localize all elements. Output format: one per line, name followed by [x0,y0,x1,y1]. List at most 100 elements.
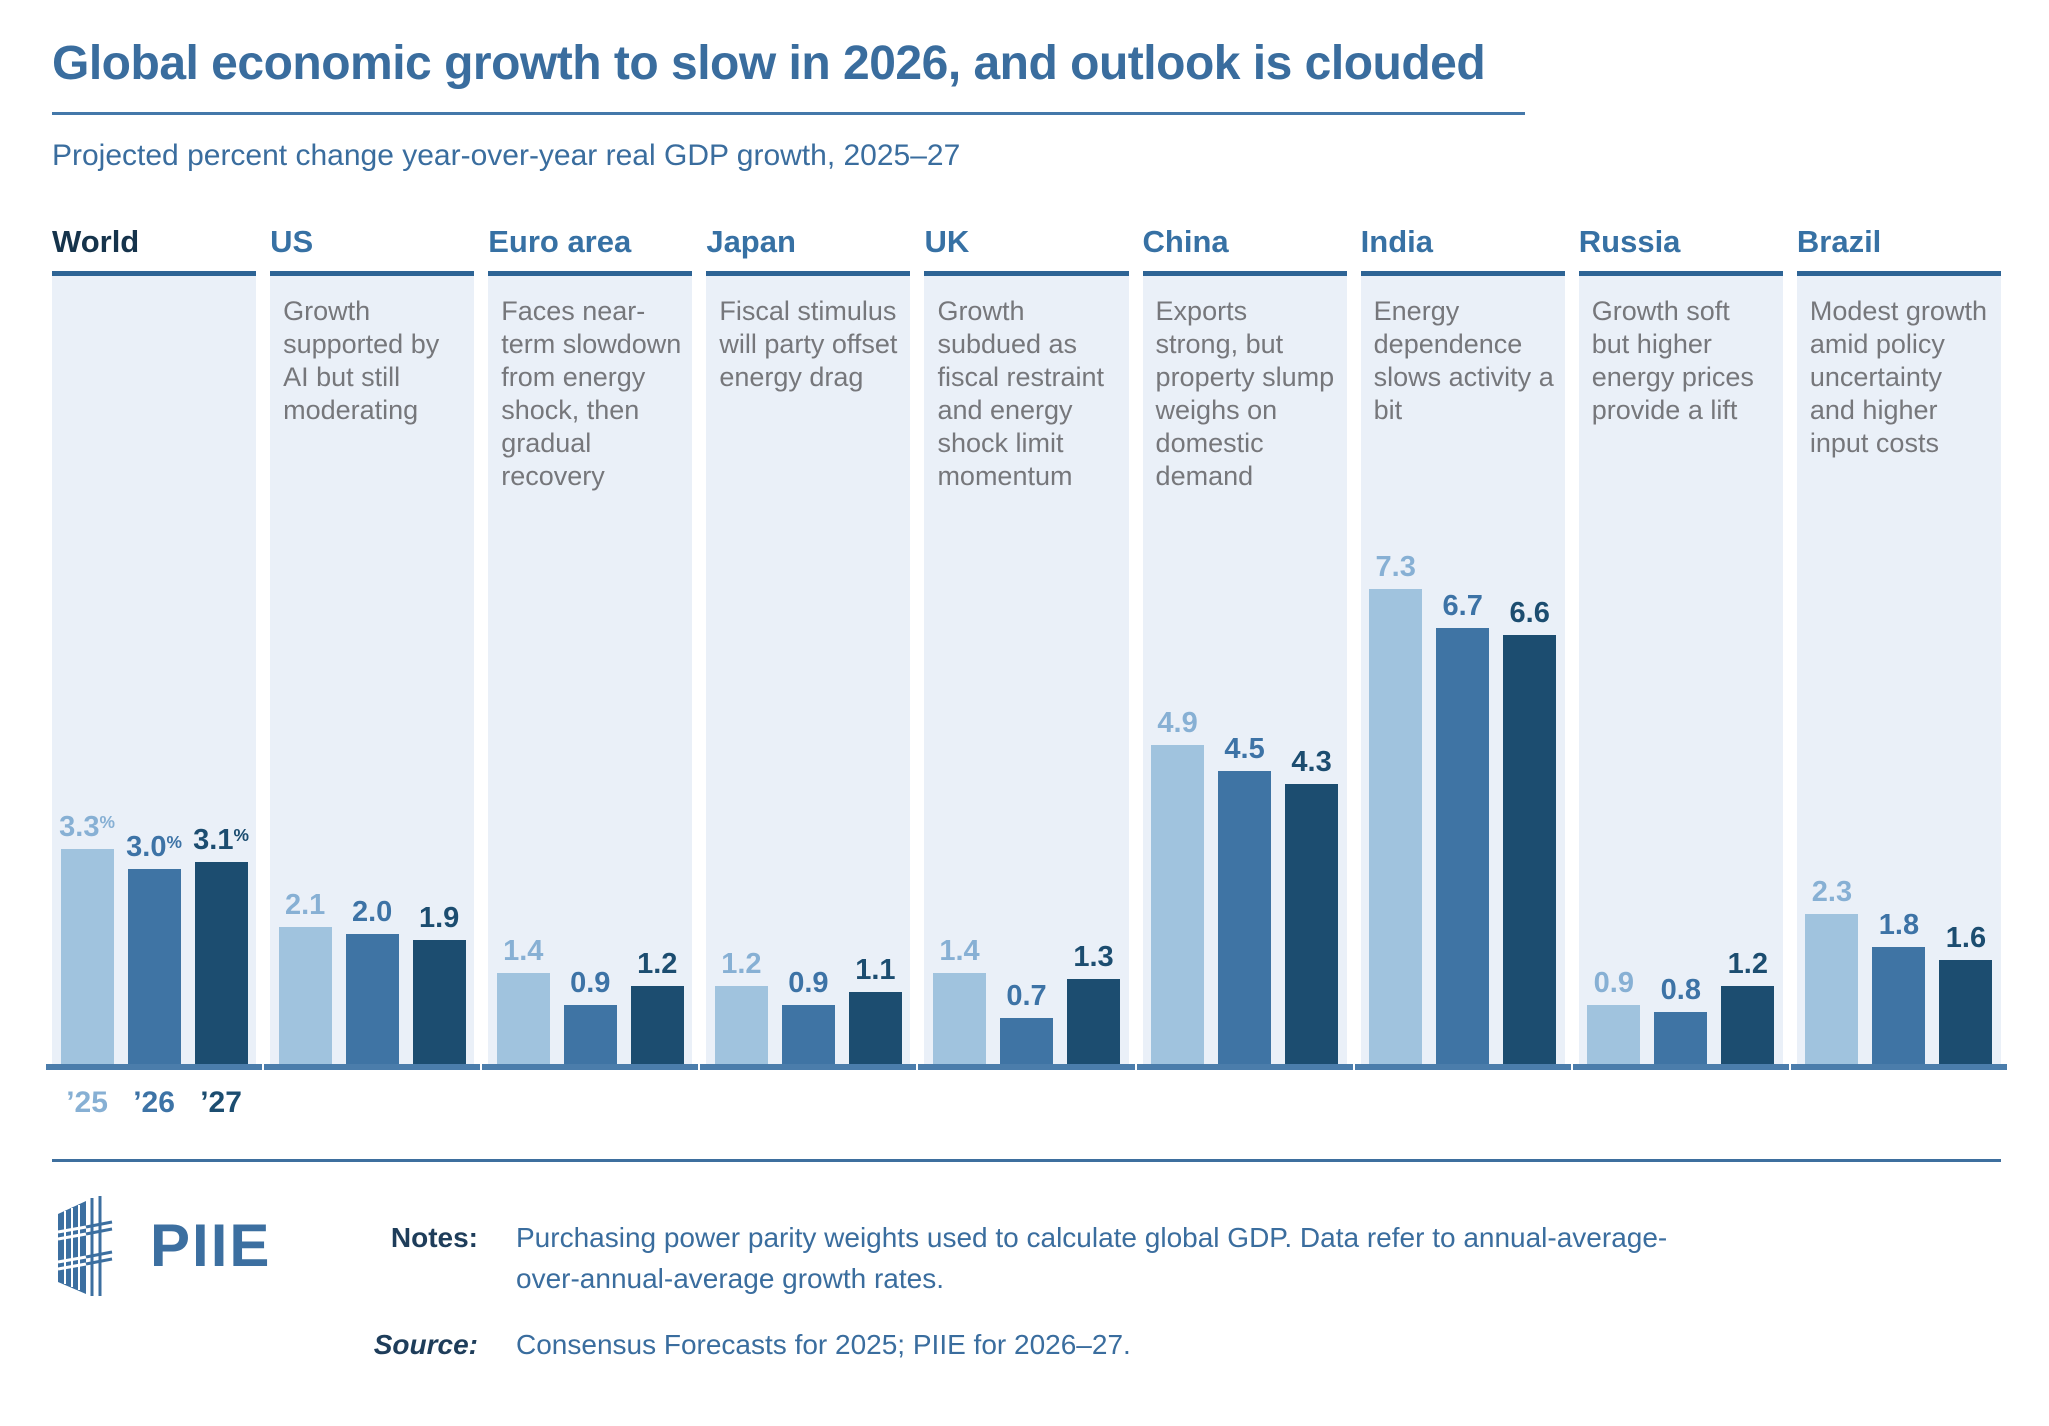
country-panel: Growth soft but higher energy prices pro… [1572,271,1789,1071]
country-panel: Growth subdued as fiscal restraint and e… [918,271,1135,1071]
country-note: Growth subdued as fiscal restraint and e… [937,296,1104,491]
bar-rect [999,1018,1053,1065]
source-label: Source: [373,1329,478,1361]
year-axis-labels: ’25 ’26 ’27 [52,1086,256,1120]
bar-value-label: 0.8 [1660,974,1701,1007]
bar-value-label: 7.3 [1375,551,1416,584]
country-name-uk: UK [924,224,970,260]
country-column: UK Growth subdued as fiscal restraint an… [918,224,1135,1071]
notes-text: Purchasing power parity weights used to … [516,1222,1668,1294]
country-name-euro-area: Euro area [488,224,632,260]
bar-2026: 0.7 [999,980,1053,1065]
country-panel: Growth supported by AI but still moderat… [264,271,481,1071]
country-panel: Modest growth amid policy uncertainty an… [1790,271,2007,1071]
bar-rect [345,934,399,1065]
bar-rect [1436,628,1490,1065]
country-panel: Faces near-term slowdown from energy sho… [482,271,699,1071]
bar-2026: 0.9 [563,967,617,1065]
bar-group: 1.2 0.9 1.1 [706,948,910,1065]
axis-line [46,1064,263,1071]
bar-value-label: 0.7 [1006,980,1047,1013]
bar-rect [714,986,768,1065]
bar-2026: 0.9 [781,969,835,1065]
bar-group: 4.9 4.5 4.3 [1143,709,1347,1065]
country-column: Japan Fiscal stimulus will party offset … [700,224,917,1071]
country-column: Brazil Modest growth amid policy uncerta… [1790,224,2007,1071]
bar-rect [1805,914,1859,1065]
bar-rect [1066,979,1120,1065]
source-text: Consensus Forecasts for 2025; PIIE for 2… [516,1329,1131,1361]
bar-rect [194,862,248,1065]
bar-group: 7.3 6.7 6.6 [1361,551,1565,1065]
country-panel: 3.3% 3.0% 3.1% ’25 ’26 ’27 [46,271,263,1119]
chart-columns: World 3.3% 3.0% 3.1% ’25 ’26 ’27 US Growth s… [46,224,2007,1119]
country-name-brazil: Brazil [1796,224,1882,260]
bar-value-label: 3.0% [126,831,182,864]
bar-rect [1151,745,1205,1065]
bar-2025: 1.4 [932,937,986,1065]
bar-value-label: 6.6 [1509,597,1550,630]
bar-2026: 3.0% [126,831,182,1065]
percent-sign: % [99,812,115,833]
bar-rect [781,1005,835,1065]
axis-line [700,1064,917,1071]
bar-rect [127,869,181,1065]
bar-2025: 1.2 [714,948,768,1065]
country-panel: Fiscal stimulus will party offset energy… [700,271,917,1071]
bar-2026: 1.8 [1872,911,1926,1065]
bar-group: 2.3 1.8 1.6 [1797,878,2001,1065]
country-note: Exports strong, but property slump weigh… [1155,296,1335,491]
bar-value-label: 4.3 [1291,746,1332,779]
axis-line [482,1064,699,1071]
bar-2026: 0.8 [1654,974,1708,1065]
bar-2026: 4.5 [1218,733,1272,1065]
bar-value-label: 4.5 [1224,733,1265,766]
source-row: Source: Consensus Forecasts for 2025; PI… [358,1325,1696,1366]
bar-2025: 3.3% [59,812,115,1065]
bar-value-label: 6.7 [1442,590,1483,623]
country-name-us: US [270,224,314,260]
bar-value-label: 0.9 [570,967,611,1000]
bar-group: 1.4 0.9 1.2 [488,935,692,1065]
bar-rect [630,986,684,1065]
bar-rect [496,973,550,1065]
bar-group: 3.3% 3.0% 3.1% [52,812,256,1065]
bar-rect [848,992,902,1065]
country-column: China Exports strong, but property slump… [1136,224,1353,1071]
year-label-2027: ’27 [200,1086,242,1120]
bar-rect [563,1005,617,1065]
bar-value-label: 1.6 [1945,922,1987,955]
bar-2025: 1.4 [496,935,550,1065]
country-panel: Energy dependence slows activity a bit 7… [1354,271,1571,1071]
infographic-page: Global economic growth to slow in 2026, … [46,37,2007,1366]
bar-2025: 4.9 [1151,709,1205,1065]
axis-line [1136,1064,1353,1071]
country-note: Energy dependence slows activity a bit [1373,296,1554,425]
bar-rect [1503,635,1557,1065]
country-note: Growth soft but higher energy prices pro… [1591,296,1754,425]
bar-2026: 2.0 [345,898,399,1065]
country-name-china: China [1142,224,1229,260]
country-note: Faces near-term slowdown from energy sho… [501,296,682,491]
bar-2027: 6.6 [1503,597,1557,1065]
country-name-world: World [52,224,140,260]
country-column: World 3.3% 3.0% 3.1% ’25 ’26 ’27 [46,224,263,1119]
bar-value-label: 1.2 [721,948,762,981]
bar-rect [1939,960,1993,1065]
bar-value-label: 3.1% [193,824,249,857]
bar-value-label: 1.2 [637,948,678,981]
bar-value-label: 1.4 [503,935,544,968]
year-label-2025: ’25 [66,1086,108,1120]
country-name-india: India [1360,224,1433,260]
percent-sign: % [166,832,182,853]
bar-rect [1721,986,1775,1065]
country-note: Growth supported by AI but still moderat… [283,296,440,425]
bar-rect [1285,784,1339,1065]
footer-notes-block: Notes: Purchasing power parity weights u… [358,1196,1696,1366]
year-label-2026: ’26 [133,1086,175,1120]
country-column: Euro area Faces near-term slowdown from … [482,224,699,1071]
chart-title: Global economic growth to slow in 2026, … [52,37,1486,90]
bar-group: 2.1 2.0 1.9 [270,891,474,1065]
bar-2027: 4.3 [1285,746,1339,1065]
bar-2027: 1.6 [1939,922,1993,1065]
